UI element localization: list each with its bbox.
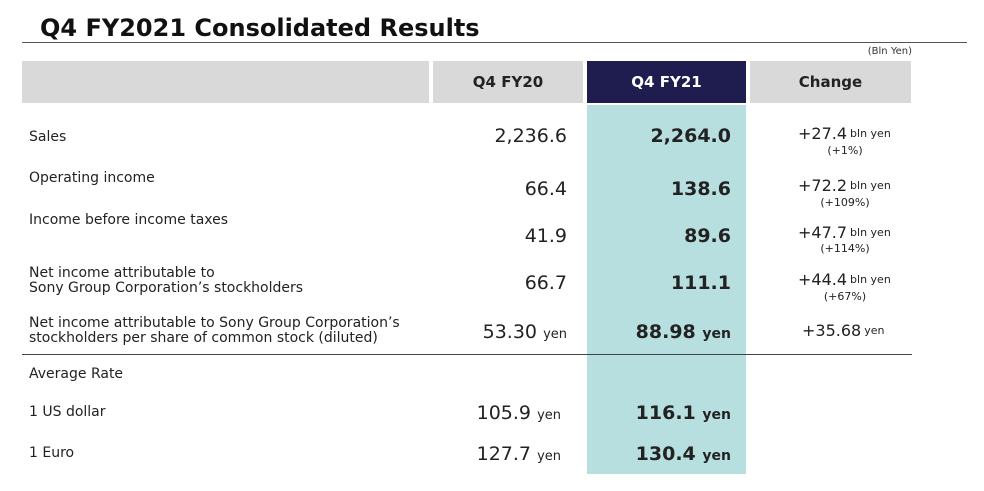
operating-income-change-value: +72.2 — [798, 176, 848, 195]
sales-q4-fy20: 2,236.6 — [494, 125, 567, 147]
operating-income-change-unit: bln yen — [850, 179, 891, 192]
operating-income-change-percent: (+109%) — [820, 196, 870, 209]
euro-q4-fy20-value: 127.7 — [476, 443, 532, 465]
eps-change-value: +35.68 — [802, 321, 862, 340]
header-blank-cell — [22, 61, 429, 103]
us-dollar-q4-fy21-value: 116.1 — [635, 402, 696, 424]
sales-change-unit: bln yen — [850, 127, 891, 140]
income-before-taxes-change-unit: bln yen — [850, 226, 891, 239]
row-label-eps-line1: Net income attributable to Sony Group Co… — [29, 315, 400, 331]
row-label-income-before-taxes: Income before income taxes — [29, 212, 229, 228]
operating-income-change: +72.2 bln yen — [798, 176, 891, 195]
sales-q4-fy21: 2,264.0 — [650, 125, 731, 147]
header-change: Change — [750, 61, 911, 103]
us-dollar-q4-fy20: 105.9 yen — [440, 402, 561, 424]
euro-q4-fy20-unit: yen — [537, 449, 561, 464]
row-label-eps-line2: stockholders per share of common stock (… — [29, 330, 378, 346]
net-income-change-percent: (+67%) — [823, 290, 867, 303]
row-label-sales: Sales — [29, 129, 67, 145]
net-income-q4-fy20: 66.7 — [524, 272, 567, 294]
sales-change-percent: (+1%) — [827, 144, 863, 157]
net-income-change: +44.4 bln yen — [798, 270, 891, 289]
eps-q4-fy20: 53.30 yen — [440, 321, 567, 343]
eps-q4-fy21-value: 88.98 — [635, 321, 696, 343]
sales-change: +27.4 bln yen — [798, 124, 891, 143]
eps-q4-fy20-value: 53.30 — [482, 321, 538, 343]
eps-q4-fy20-unit: yen — [543, 327, 567, 342]
page-title: Q4 FY2021 Consolidated Results — [40, 14, 480, 42]
euro-q4-fy21-unit: yen — [702, 448, 731, 464]
section-divider — [22, 354, 912, 355]
eps-change: +35.68 yen — [802, 321, 884, 340]
average-rate-heading: Average Rate — [29, 366, 124, 382]
net-income-change-value: +44.4 — [798, 270, 848, 289]
net-income-q4-fy21: 111.1 — [670, 272, 731, 294]
euro-q4-fy21: 130.4 yen — [594, 443, 731, 465]
row-label-net-income-line2: Sony Group Corporation’s stockholders — [29, 280, 304, 296]
income-before-taxes-q4-fy21: 89.6 — [684, 225, 731, 247]
title-underline — [22, 42, 967, 43]
row-label-us-dollar: 1 US dollar — [29, 404, 106, 420]
income-before-taxes-q4-fy20: 41.9 — [524, 225, 567, 247]
euro-q4-fy21-value: 130.4 — [635, 443, 696, 465]
net-income-change-unit: bln yen — [850, 273, 891, 286]
row-label-euro: 1 Euro — [29, 445, 75, 461]
us-dollar-q4-fy20-unit: yen — [537, 408, 561, 423]
us-dollar-q4-fy21: 116.1 yen — [594, 402, 731, 424]
sales-change-value: +27.4 — [798, 124, 848, 143]
eps-change-unit: yen — [864, 324, 885, 337]
euro-q4-fy20: 127.7 yen — [440, 443, 561, 465]
row-label-net-income-line1: Net income attributable to — [29, 265, 215, 281]
eps-q4-fy21-unit: yen — [702, 326, 731, 342]
us-dollar-q4-fy20-value: 105.9 — [476, 402, 532, 424]
income-before-taxes-change-value: +47.7 — [798, 223, 848, 242]
unit-note: (Bln Yen) — [867, 46, 912, 57]
income-before-taxes-change-percent: (+114%) — [820, 242, 870, 255]
row-label-operating-income: Operating income — [29, 170, 155, 186]
eps-q4-fy21: 88.98 yen — [594, 321, 731, 343]
current-year-column-highlight — [587, 105, 746, 474]
operating-income-q4-fy20: 66.4 — [524, 178, 567, 200]
header-q4-fy21: Q4 FY21 — [587, 61, 746, 103]
income-before-taxes-change: +47.7 bln yen — [798, 223, 891, 242]
operating-income-q4-fy21: 138.6 — [670, 178, 731, 200]
us-dollar-q4-fy21-unit: yen — [702, 407, 731, 423]
header-q4-fy20: Q4 FY20 — [433, 61, 583, 103]
